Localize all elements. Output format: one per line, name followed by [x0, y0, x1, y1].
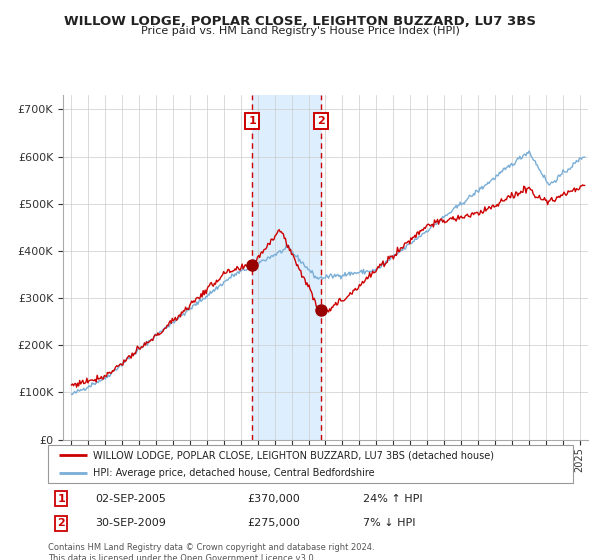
Text: £370,000: £370,000 [248, 493, 300, 503]
Text: 2: 2 [317, 116, 325, 126]
Text: HPI: Average price, detached house, Central Bedfordshire: HPI: Average price, detached house, Cent… [92, 468, 374, 478]
Text: 7% ↓ HPI: 7% ↓ HPI [363, 518, 415, 528]
Text: £275,000: £275,000 [248, 518, 301, 528]
FancyBboxPatch shape [48, 445, 573, 483]
Text: Price paid vs. HM Land Registry's House Price Index (HPI): Price paid vs. HM Land Registry's House … [140, 26, 460, 36]
Text: 1: 1 [57, 493, 65, 503]
Text: WILLOW LODGE, POPLAR CLOSE, LEIGHTON BUZZARD, LU7 3BS: WILLOW LODGE, POPLAR CLOSE, LEIGHTON BUZ… [64, 15, 536, 28]
Bar [252, 95, 321, 440]
Text: WILLOW LODGE, POPLAR CLOSE, LEIGHTON BUZZARD, LU7 3BS (detached house): WILLOW LODGE, POPLAR CLOSE, LEIGHTON BUZ… [92, 450, 494, 460]
Text: 24% ↑ HPI: 24% ↑ HPI [363, 493, 422, 503]
Text: 1: 1 [248, 116, 256, 126]
Text: Contains HM Land Registry data © Crown copyright and database right 2024.
This d: Contains HM Land Registry data © Crown c… [48, 543, 374, 560]
Text: 30-SEP-2009: 30-SEP-2009 [95, 518, 166, 528]
Text: 02-SEP-2005: 02-SEP-2005 [95, 493, 166, 503]
Text: 2: 2 [57, 518, 65, 528]
